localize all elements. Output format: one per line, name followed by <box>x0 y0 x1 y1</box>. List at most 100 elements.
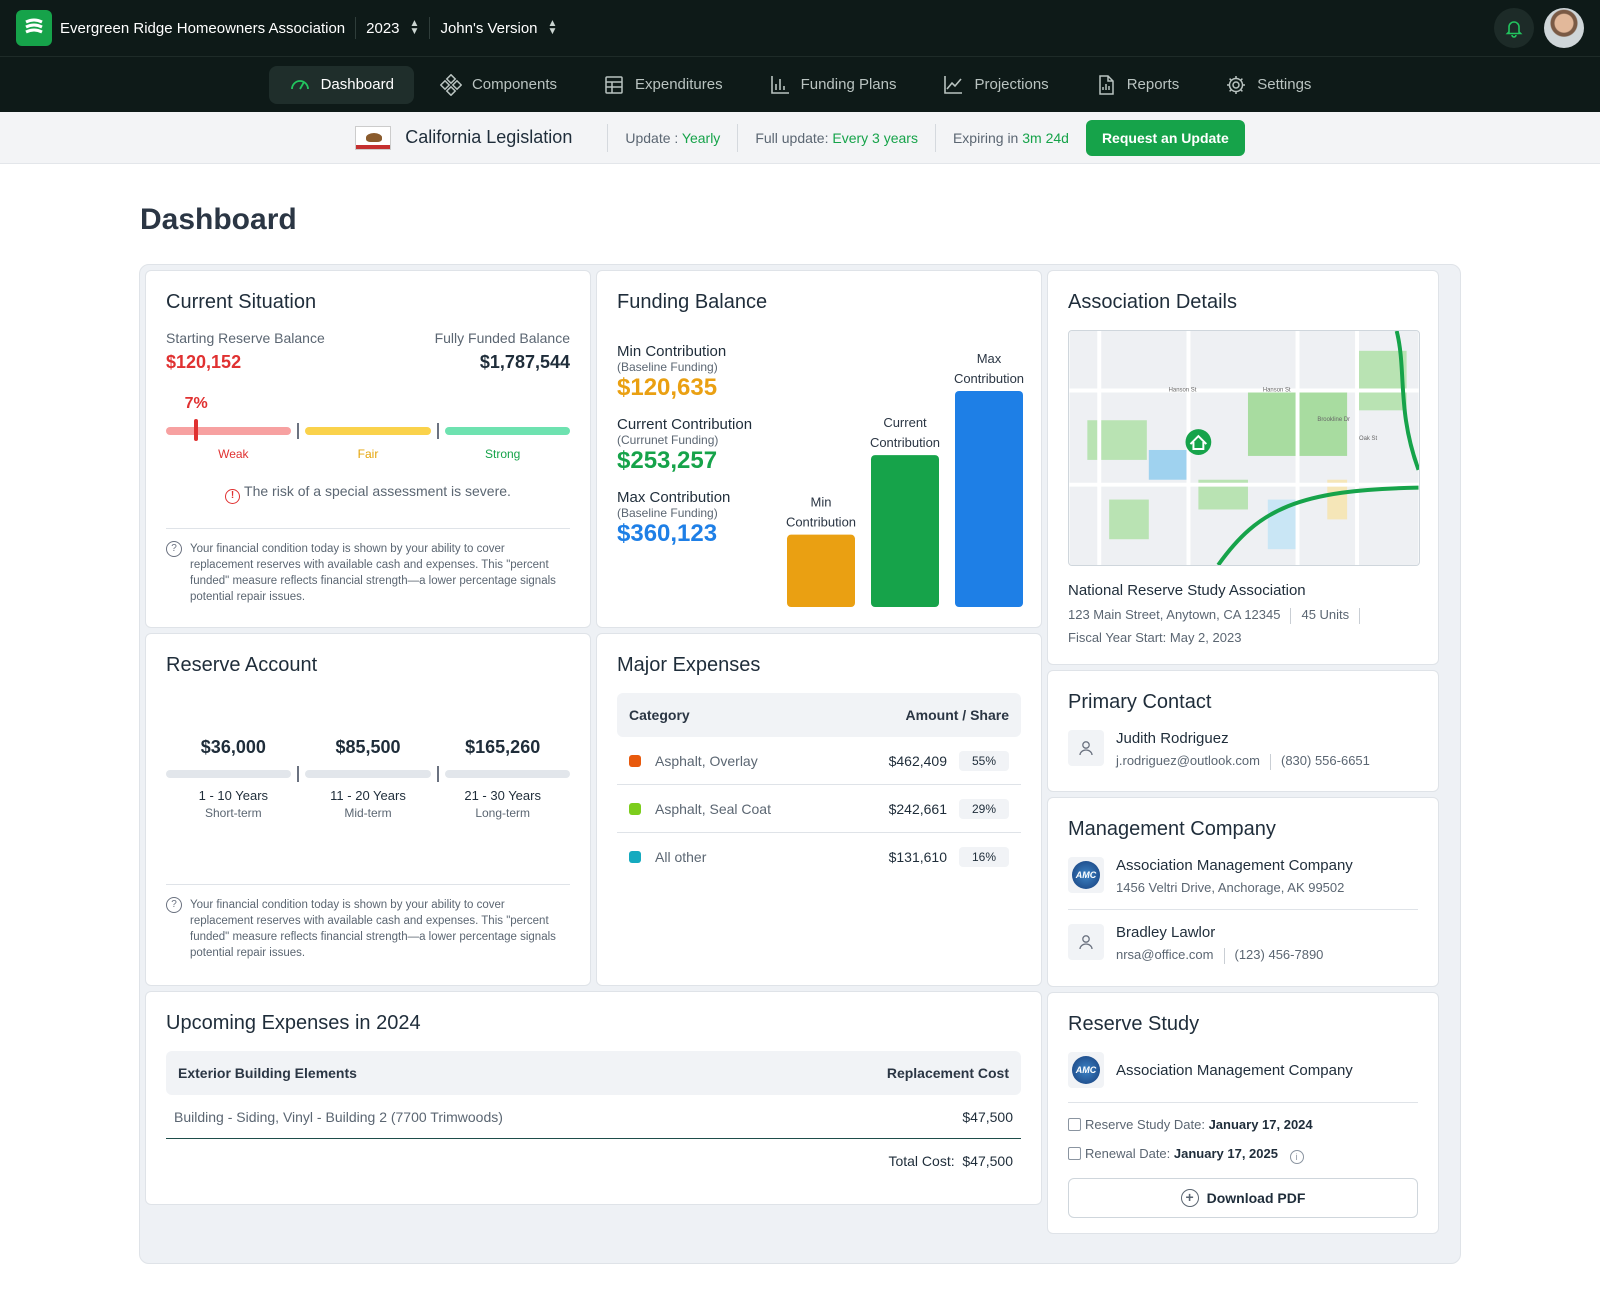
card-title: Primary Contact <box>1068 691 1212 713</box>
color-swatch <box>629 851 641 863</box>
scale-label-fair: Fair <box>357 447 379 461</box>
max-contribution: Max Contribution (Baseline Funding) $360… <box>617 489 731 547</box>
legislation-bar: California Legislation Update : Yearly F… <box>0 112 1600 164</box>
nav-item-expenditures[interactable]: Expenditures <box>583 66 743 104</box>
calendar-icon <box>1068 1118 1081 1131</box>
bar-label: Contribution <box>870 435 940 450</box>
page-title: Dashboard <box>140 203 297 236</box>
bar-label: Contribution <box>954 371 1024 386</box>
bar-0[interactable] <box>787 534 855 607</box>
bar-2[interactable] <box>955 391 1023 607</box>
bar-1[interactable] <box>871 455 939 607</box>
current-situation-card: Current Situation Starting Reserve Balan… <box>145 270 591 628</box>
table-header: Exterior Building Elements Replacement Co… <box>166 1051 1021 1095</box>
version-value: John's Version <box>440 19 538 37</box>
table-row[interactable]: Asphalt, Overlay $462,409 55% <box>617 737 1021 785</box>
bar-label: Max <box>977 351 1002 366</box>
components-icon <box>439 73 462 96</box>
user-avatar[interactable] <box>1544 8 1584 48</box>
reserve-values: $36,000 $85,500 $165,260 <box>200 737 541 757</box>
notifications-button[interactable] <box>1494 8 1534 48</box>
table-row[interactable]: All other $131,610 16% <box>617 833 1021 881</box>
nav-item-projections[interactable]: Projections <box>922 66 1068 104</box>
chevron-updown-icon: ▲ ▼ <box>547 18 558 37</box>
contribution-list: Min Contribution (Baseline Funding) $120… <box>617 343 787 548</box>
scale-label-strong: Strong <box>485 447 521 461</box>
top-bar: Evergreen Ridge Homeowners Association 2… <box>0 0 1600 56</box>
nav-item-funding-plans[interactable]: Funding Plans <box>749 66 917 104</box>
download-pdf-button[interactable]: + Download PDF <box>1068 1178 1418 1218</box>
version-selector[interactable]: John's Version ▲ ▼ <box>440 18 558 37</box>
table-row[interactable]: Building - Siding, Vinyl - Building 2 (7… <box>166 1095 1021 1139</box>
alert-icon: ! <box>225 489 241 504</box>
nav-label: Reports <box>1126 76 1180 93</box>
association-map[interactable]: Hanson St Hanson St Brookline Dr Oak St <box>1068 330 1420 566</box>
renewal-date: Renewal Date: January 17, 2025 i <box>1068 1146 1418 1164</box>
funding-balance-card: Funding Balance Min Contribution (Baseli… <box>596 270 1042 628</box>
main-nav: Dashboard Components Expenditures Fundin… <box>0 56 1600 112</box>
nav-item-reports[interactable]: Reports <box>1075 66 1200 104</box>
manager-phone[interactable]: (123) 456-7890 <box>1234 947 1324 962</box>
scale-label-weak: Weak <box>218 447 249 461</box>
dashboard-grid: Current Situation Starting Reserve Balan… <box>139 264 1461 1264</box>
contact-phone[interactable]: (830) 556-6651 <box>1280 753 1370 768</box>
study-date: Reserve Study Date: January 17, 2024 <box>1068 1117 1418 1132</box>
amc-logo: AMC <box>1068 1052 1104 1088</box>
expiring-in: Expiring in 3m 24d <box>952 129 1069 146</box>
color-swatch <box>629 802 641 815</box>
year-value: 2023 <box>366 19 400 37</box>
question-icon: ? <box>166 897 182 913</box>
line-chart-icon <box>944 75 963 94</box>
table-icon <box>605 75 623 94</box>
nav-item-dashboard[interactable]: Dashboard <box>268 65 414 104</box>
association-selector[interactable]: Evergreen Ridge Homeowners Association <box>60 20 345 37</box>
nav-label: Expenditures <box>635 76 723 93</box>
table-row[interactable]: Asphalt, Seal Coat $242,661 29% <box>617 785 1021 833</box>
funding-bar-chart: Min Contribution Current Contribution Max Con… <box>786 351 1024 607</box>
color-swatch <box>629 754 641 767</box>
reserve-term-bar <box>166 766 570 782</box>
gauge-icon <box>290 79 309 89</box>
contact-name: Judith Rodriguez <box>1116 730 1229 747</box>
bell-icon <box>1505 21 1523 38</box>
major-expenses-card: Major Expenses Category Amount / Share As… <box>596 633 1042 986</box>
request-update-button[interactable]: Request an Update <box>1085 119 1245 156</box>
app-logo-icon[interactable] <box>16 10 52 46</box>
bar-chart-icon <box>770 75 789 94</box>
year-selector[interactable]: 2023 ▲ ▼ <box>366 18 420 37</box>
scale-weak <box>166 427 292 435</box>
reserve-account-card: Reserve Account $36,000 $85,500 $165,260… <box>145 633 591 986</box>
association-name: Evergreen Ridge Homeowners Association <box>60 19 346 37</box>
update-frequency: Update : Yearly <box>625 129 721 146</box>
fully-funded-value: $1,787,544 <box>479 352 570 372</box>
association-details-card: Association Details Hanson St Hanson St … <box>1047 270 1439 665</box>
home-pin-icon <box>1185 429 1212 455</box>
association-name: National Reserve Study Association <box>1068 582 1306 599</box>
starting-balance-label: Starting Reserve Balance <box>166 330 325 346</box>
manager-name: Bradley Lawlor <box>1116 924 1216 941</box>
info-note: ? Your financial condition today is show… <box>166 884 570 961</box>
study-company: Association Management Company <box>1116 1061 1353 1079</box>
card-title: Upcoming Expenses in 2024 <box>166 1012 421 1034</box>
card-title: Reserve Account <box>166 654 318 676</box>
bar-label: Contribution <box>786 515 856 530</box>
bar-label: Min <box>811 495 832 510</box>
nav-item-settings[interactable]: Settings <box>1205 66 1331 104</box>
primary-contact-card: Primary Contact Judith Rodriguez j.rodri… <box>1047 670 1439 792</box>
info-icon[interactable]: i <box>1289 1150 1304 1164</box>
risk-message: ! The risk of a special assessment is sev… <box>166 483 570 504</box>
card-title: Major Expenses <box>617 654 761 676</box>
card-title: Management Company <box>1068 818 1276 840</box>
person-icon <box>1068 730 1104 766</box>
manager-email[interactable]: nrsa@office.com <box>1116 947 1214 962</box>
nav-label: Components <box>471 76 558 93</box>
contact-email[interactable]: j.rodriguez@outlook.com <box>1116 753 1260 768</box>
nav-item-components[interactable]: Components <box>420 66 577 104</box>
map-label: Brookline Dr <box>1317 417 1350 423</box>
nav-label: Funding Plans <box>800 76 897 93</box>
chevron-updown-icon: ▲ ▼ <box>409 18 420 37</box>
legislation-title: California Legislation <box>405 127 573 147</box>
nav-label: Settings <box>1257 76 1312 93</box>
amc-logo: AMC <box>1068 857 1104 893</box>
map-label: Oak St <box>1359 436 1377 442</box>
